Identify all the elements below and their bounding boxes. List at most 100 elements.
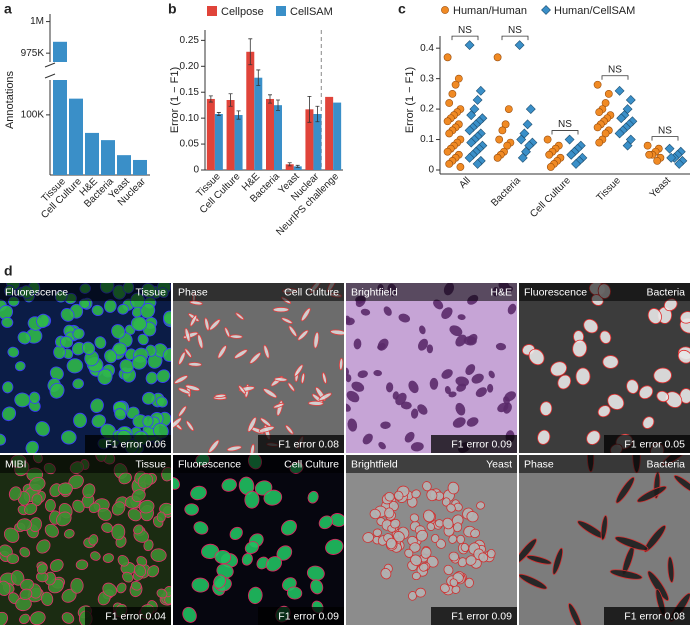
tile-sample: H&E (490, 286, 512, 298)
cell (111, 324, 126, 339)
cell (238, 385, 246, 395)
cell (294, 364, 304, 377)
cell (636, 485, 667, 503)
tile-header (519, 283, 690, 301)
legend-label: Human/CellSAM (554, 5, 635, 17)
image-tile: Phase Bacteria F1 error 0.08 (519, 455, 690, 625)
bar (266, 98, 274, 170)
data-point (498, 126, 507, 135)
panel-label: a (4, 1, 12, 17)
tile-background (173, 283, 344, 453)
y-tick-label: 0.3 (420, 73, 434, 84)
significance-label: NS (558, 119, 572, 130)
tile-modality: Brightfield (351, 286, 398, 298)
cell (44, 498, 56, 512)
cell (88, 534, 99, 546)
cell (24, 502, 38, 515)
image-tile: Fluorescence Bacteria F1 error 0.05 (519, 283, 690, 453)
legend-swatch (207, 6, 217, 16)
cell (140, 302, 156, 319)
cell (94, 336, 107, 349)
cell (104, 349, 118, 364)
data-point (525, 104, 536, 115)
cell (0, 305, 14, 320)
cell (353, 338, 362, 350)
data-point (601, 129, 610, 138)
cell (575, 367, 591, 386)
cell (156, 588, 168, 599)
data-point (601, 99, 610, 107)
data-point (625, 95, 636, 105)
cell (274, 377, 288, 382)
cell (638, 385, 654, 400)
cell (189, 300, 203, 306)
y-tick-label: 0 (193, 165, 199, 176)
cell (184, 348, 192, 358)
cell (82, 483, 96, 499)
cell (221, 478, 237, 492)
bar (333, 102, 342, 170)
cell (234, 349, 248, 359)
cell (322, 372, 327, 384)
cell (61, 612, 75, 624)
cell (288, 325, 298, 337)
cell (446, 503, 456, 513)
bar (313, 114, 322, 170)
cell (310, 579, 324, 595)
cell (191, 577, 210, 593)
cell (214, 549, 232, 565)
cell (466, 511, 479, 523)
tile-modality: MIBI (5, 458, 27, 470)
data-point (643, 141, 652, 150)
cell (398, 313, 411, 323)
cell (557, 374, 572, 390)
cell (244, 490, 260, 509)
tile-modality: Fluorescence (524, 286, 587, 298)
cell (0, 433, 7, 446)
error-bar (248, 38, 253, 66)
cell (441, 307, 453, 319)
cell (97, 368, 113, 385)
cell (178, 405, 187, 417)
cell (404, 548, 414, 558)
cell (244, 541, 259, 554)
data-point (653, 156, 662, 165)
cell (607, 393, 625, 410)
cell (441, 369, 453, 379)
cell (429, 377, 439, 390)
cell (49, 366, 64, 381)
cell (204, 317, 210, 331)
data-point (472, 95, 483, 105)
y-axis-label: Error (1 − F1) (404, 67, 416, 133)
cell (465, 364, 476, 375)
cell (602, 355, 619, 369)
cell (420, 546, 432, 559)
cell (163, 310, 171, 326)
cell (642, 416, 655, 429)
y-tick-label: 0.2 (420, 104, 434, 115)
data-point (666, 152, 677, 163)
cell (156, 511, 166, 523)
cell (456, 383, 467, 392)
cell (72, 328, 85, 340)
cell (19, 588, 33, 601)
significance-bracket (451, 35, 479, 41)
cell (226, 445, 242, 452)
cell (249, 352, 262, 364)
data-point (593, 80, 602, 89)
data-point (566, 149, 577, 160)
cell (90, 398, 104, 413)
cell (667, 556, 675, 583)
data-point (464, 40, 475, 51)
cell (127, 508, 142, 522)
cell (453, 502, 463, 512)
significance-bracket (651, 136, 679, 141)
cell (60, 335, 74, 349)
cell (263, 388, 278, 399)
bar (293, 166, 302, 170)
cell (10, 570, 25, 586)
cell (369, 508, 381, 520)
cell (390, 518, 401, 529)
error-bar (256, 69, 261, 86)
cell (443, 564, 454, 576)
